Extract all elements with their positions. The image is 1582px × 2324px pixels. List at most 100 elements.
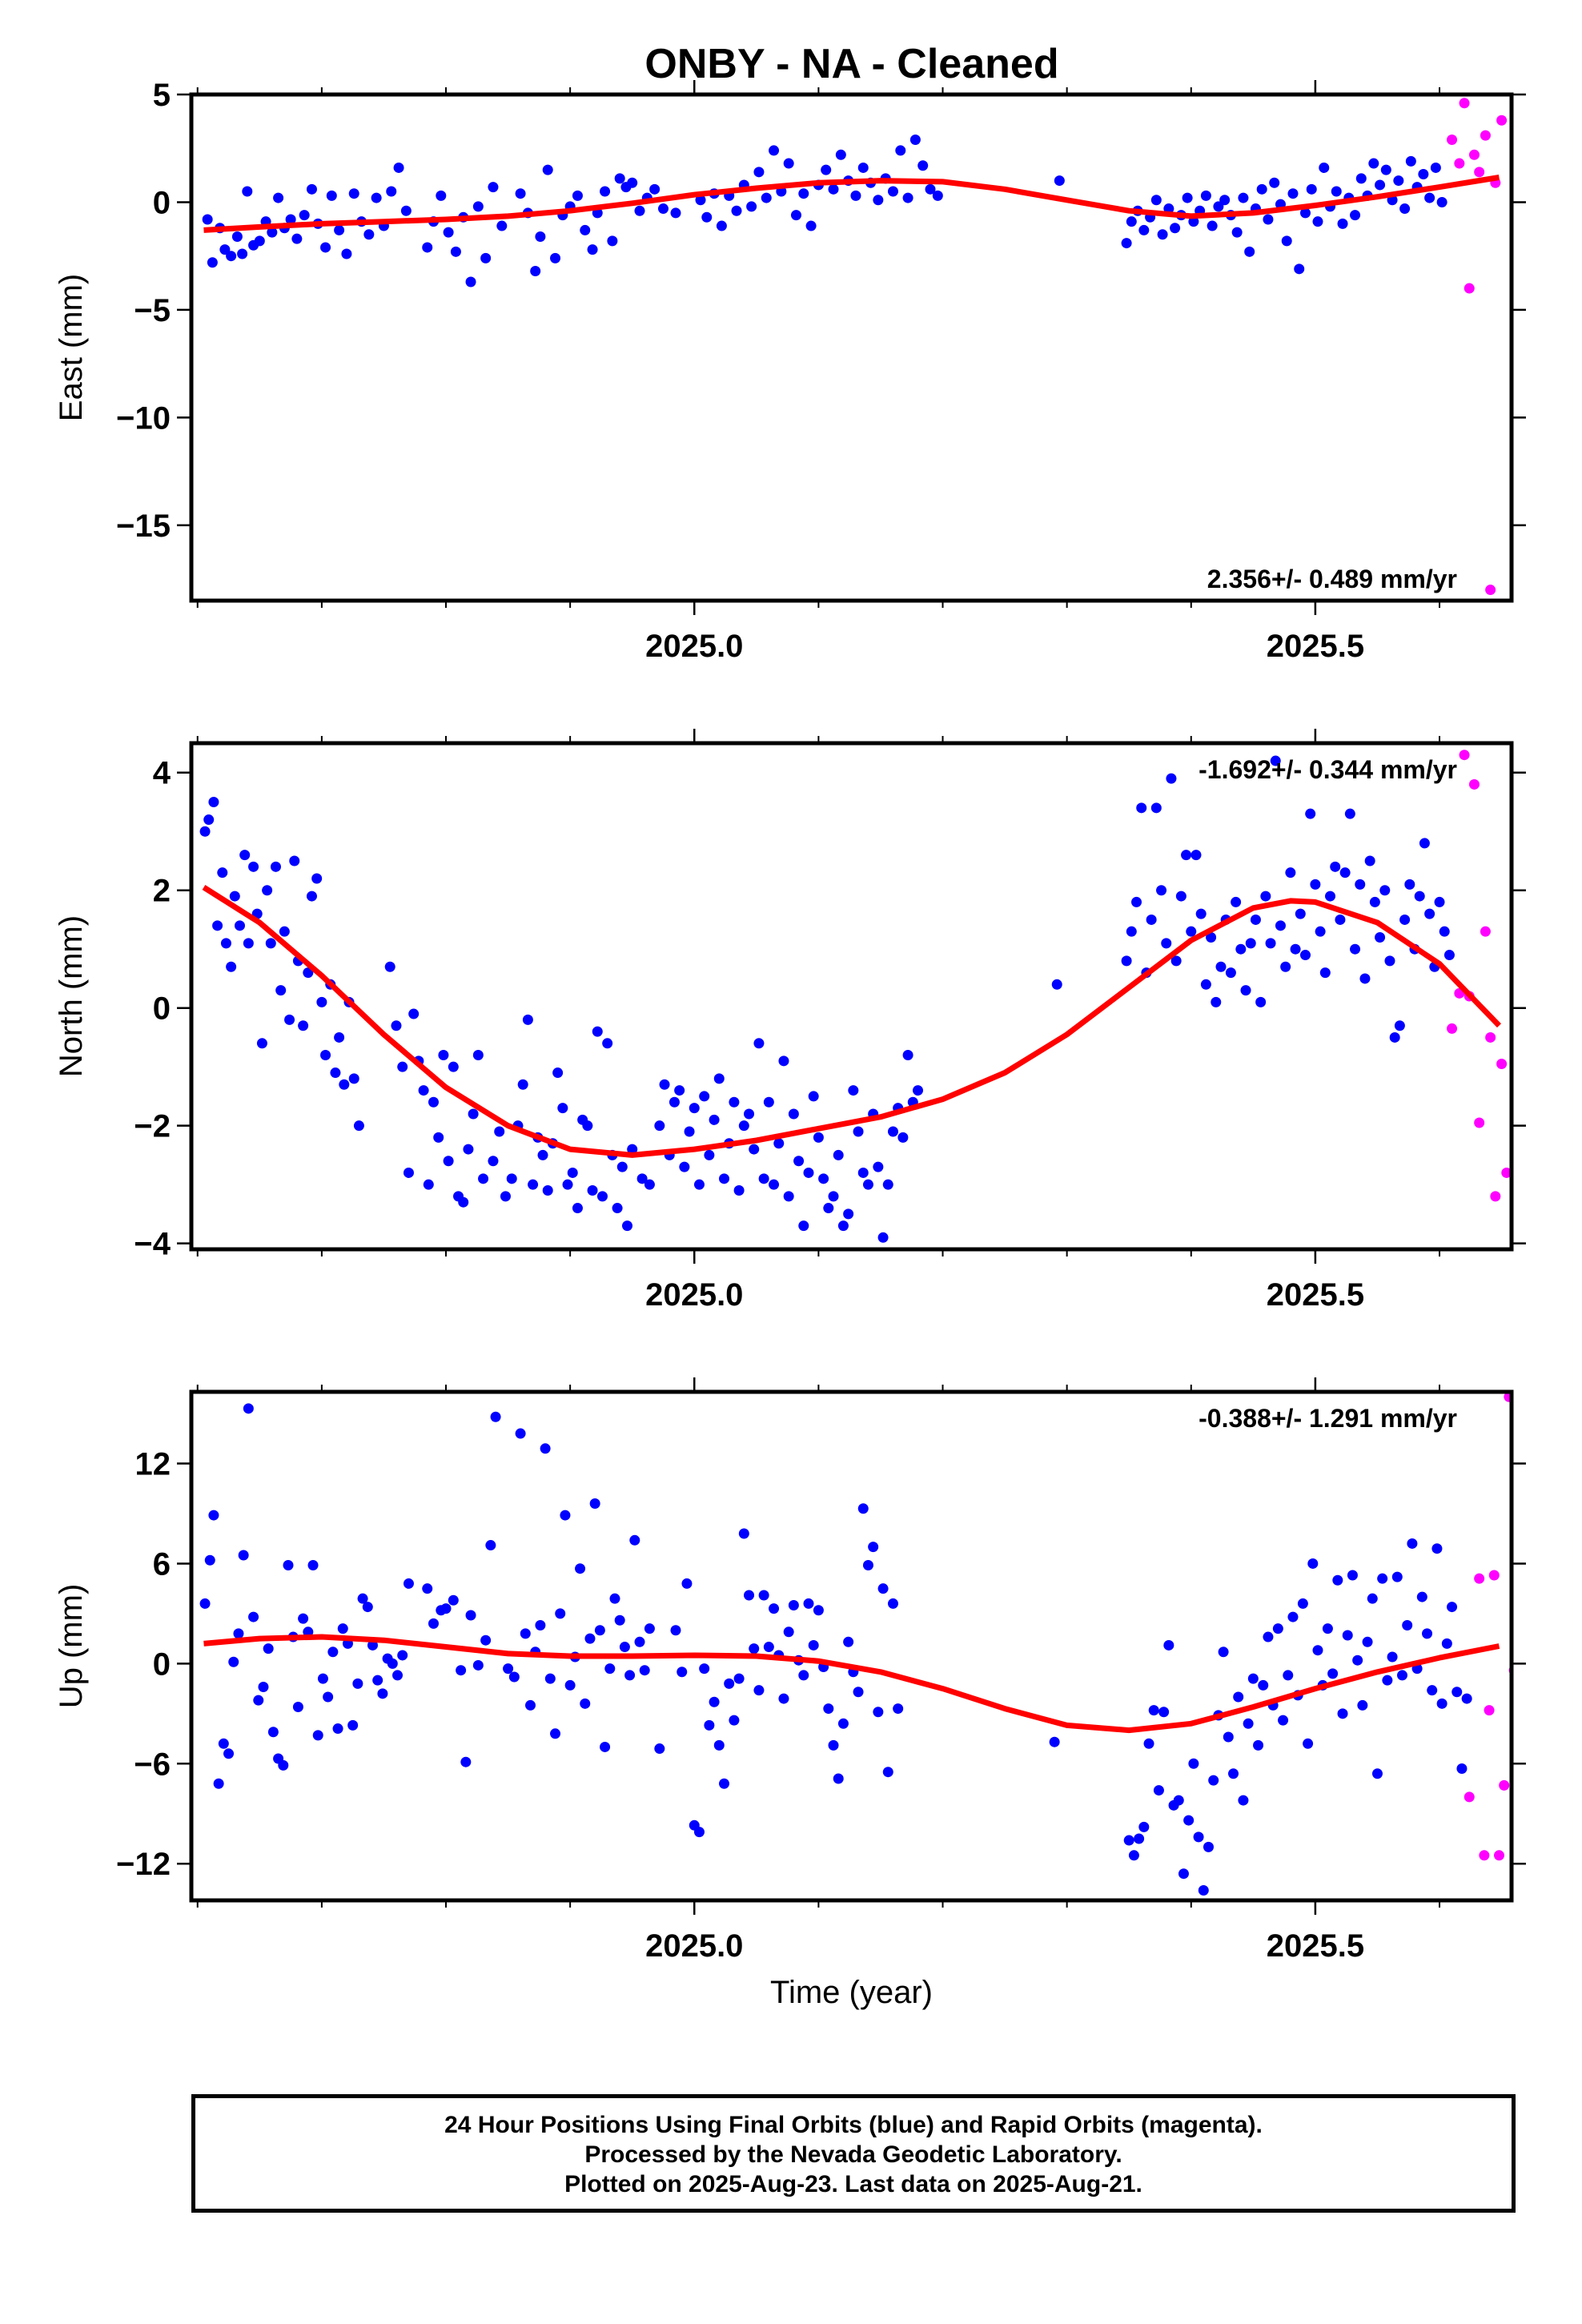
north-final-point (1255, 996, 1267, 1007)
east-final-point (887, 186, 898, 197)
east-final-point (496, 220, 508, 231)
up-final-point (718, 1778, 729, 1789)
east-final-point (1418, 169, 1429, 180)
north-final-point (433, 1132, 444, 1143)
up-final-point (238, 1550, 249, 1561)
north-x-tick-label: 2025.5 (1267, 1277, 1364, 1313)
east-final-point (341, 248, 352, 259)
up-final-point (1193, 1831, 1204, 1843)
up-y-tick-label: 12 (135, 1447, 171, 1482)
north-final-point (1319, 967, 1331, 979)
east-final-point (1355, 173, 1367, 184)
up-fit-curve (203, 1634, 1500, 1734)
up-final-point (729, 1715, 740, 1726)
north-final-point (1270, 755, 1281, 766)
north-final-point (320, 1049, 331, 1060)
east-y-axis-label: East (mm) (54, 274, 89, 421)
north-final-point (208, 796, 219, 807)
up-final-point (1223, 1731, 1234, 1743)
north-final-point (602, 1038, 613, 1049)
north-final-point (684, 1126, 695, 1137)
north-final-point (265, 938, 276, 949)
up-final-point (709, 1696, 720, 1707)
up-final-point (503, 1663, 514, 1675)
up-final-point (347, 1719, 359, 1731)
up-final-point (1362, 1636, 1373, 1647)
east-final-point (798, 188, 809, 199)
east-final-point (587, 244, 598, 255)
north-final-point (1414, 891, 1425, 902)
north-final-point (1206, 932, 1217, 943)
up-final-point (699, 1663, 710, 1675)
north-rapid-point (1480, 926, 1491, 937)
north-y-tick-label: −4 (134, 1227, 171, 1262)
north-final-point (813, 1132, 824, 1143)
north-final-point (783, 1191, 794, 1202)
east-final-point (1375, 179, 1386, 191)
north-final-point (713, 1073, 725, 1084)
north-final-point (1260, 891, 1271, 902)
up-y-tick-label: 0 (153, 1647, 171, 1682)
north-final-point (1290, 943, 1301, 955)
up-final-point (853, 1687, 864, 1698)
up-final-point (704, 1719, 715, 1731)
north-final-point (877, 1232, 889, 1243)
up-final-point (1322, 1623, 1333, 1634)
east-final-point (273, 192, 284, 203)
north-final-point (1136, 802, 1147, 814)
up-final-point (544, 1673, 556, 1684)
east-final-point (1287, 188, 1299, 199)
east-final-point (1138, 224, 1150, 235)
east-final-point (614, 173, 625, 184)
up-final-point (228, 1656, 239, 1667)
up-final-point (1238, 1795, 1249, 1806)
up-final-point (693, 1827, 705, 1838)
up-final-point (515, 1428, 526, 1439)
north-final-point (423, 1179, 434, 1190)
up-final-point (1143, 1738, 1154, 1749)
east-x-tick-label: 2025.0 (645, 629, 743, 664)
north-rapid-point (1474, 1117, 1485, 1128)
figure-title: ONBY - NA - Cleaned (644, 41, 1058, 87)
north-final-point (1424, 908, 1435, 919)
east-final-point (472, 201, 484, 212)
up-final-point (258, 1682, 269, 1693)
east-final-point (202, 214, 213, 225)
up-final-point (1153, 1785, 1164, 1796)
east-final-point (1319, 162, 1330, 173)
east-final-point (670, 207, 681, 219)
up-final-point (1303, 1738, 1314, 1749)
up-final-point (1272, 1623, 1283, 1634)
east-final-point (1157, 229, 1168, 240)
east-final-point (857, 162, 869, 173)
up-final-point (199, 1598, 211, 1609)
north-final-point (1434, 896, 1445, 907)
north-final-point (256, 1038, 267, 1049)
north-final-point (654, 1120, 665, 1132)
north-final-point (582, 1120, 593, 1132)
north-final-point (798, 1220, 809, 1232)
up-y-tick-label: −12 (116, 1847, 171, 1882)
north-final-point (262, 885, 273, 896)
north-final-point (275, 985, 287, 996)
up-final-point (1441, 1638, 1452, 1649)
east-final-point (932, 190, 943, 201)
north-final-point (1131, 896, 1142, 907)
east-final-point (1170, 223, 1181, 234)
north-final-point (596, 1191, 608, 1202)
up-y-tick-label: −6 (134, 1747, 171, 1782)
up-final-point (654, 1743, 665, 1755)
north-final-point (1146, 914, 1157, 925)
up-final-point (584, 1633, 596, 1644)
up-rapid-point (1493, 1850, 1504, 1861)
east-final-point (291, 233, 303, 244)
up-final-point (758, 1590, 769, 1601)
east-final-point (649, 183, 661, 195)
up-final-point (352, 1678, 363, 1689)
north-final-point (1161, 938, 1172, 949)
up-final-point (738, 1528, 749, 1539)
up-final-point (1352, 1655, 1363, 1666)
up-final-point (1138, 1821, 1150, 1832)
up-final-point (589, 1498, 600, 1509)
north-data-layer (199, 750, 1512, 1243)
